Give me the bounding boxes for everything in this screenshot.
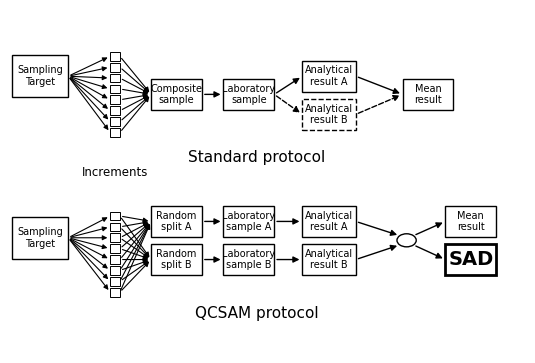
Text: Sampling
Target: Sampling Target — [17, 65, 63, 87]
Bar — [110, 106, 120, 115]
Bar — [110, 95, 120, 104]
Text: Sampling
Target: Sampling Target — [17, 227, 63, 249]
Bar — [110, 277, 120, 286]
Text: Analytical
result B: Analytical result B — [305, 249, 353, 270]
Text: Analytical
result A: Analytical result A — [305, 211, 353, 232]
FancyBboxPatch shape — [151, 244, 202, 275]
FancyBboxPatch shape — [302, 244, 356, 275]
Text: Laboratory
sample A: Laboratory sample A — [222, 211, 276, 232]
Bar — [110, 223, 120, 231]
Bar — [110, 244, 120, 253]
Bar — [110, 255, 120, 264]
Text: Random
split B: Random split B — [156, 249, 197, 270]
FancyBboxPatch shape — [445, 206, 496, 237]
Bar — [110, 266, 120, 275]
Text: Mean
result: Mean result — [457, 211, 485, 232]
FancyBboxPatch shape — [445, 244, 496, 275]
Text: Laboratory
sample B: Laboratory sample B — [222, 249, 276, 270]
Bar — [110, 85, 120, 93]
FancyBboxPatch shape — [151, 79, 202, 110]
FancyBboxPatch shape — [302, 206, 356, 237]
Text: Increments: Increments — [82, 166, 148, 179]
FancyBboxPatch shape — [151, 206, 202, 237]
FancyBboxPatch shape — [302, 99, 356, 130]
FancyBboxPatch shape — [224, 244, 274, 275]
Bar — [110, 288, 120, 297]
FancyBboxPatch shape — [12, 217, 68, 258]
Text: Analytical
result B: Analytical result B — [305, 103, 353, 125]
FancyBboxPatch shape — [302, 61, 356, 91]
Text: Mean
result: Mean result — [414, 83, 442, 105]
Bar — [110, 63, 120, 72]
Text: QCSAM protocol: QCSAM protocol — [195, 306, 319, 322]
Bar — [110, 52, 120, 61]
FancyBboxPatch shape — [224, 206, 274, 237]
Text: Standard protocol: Standard protocol — [188, 150, 325, 166]
FancyBboxPatch shape — [403, 79, 454, 110]
Text: Analytical
result A: Analytical result A — [305, 65, 353, 87]
Bar — [110, 233, 120, 242]
Bar — [110, 117, 120, 126]
Text: SAD: SAD — [448, 250, 493, 269]
FancyBboxPatch shape — [12, 55, 68, 97]
Bar — [110, 128, 120, 137]
FancyBboxPatch shape — [224, 79, 274, 110]
Bar — [110, 212, 120, 220]
Text: Laboratory
sample: Laboratory sample — [222, 83, 276, 105]
Text: Random
split A: Random split A — [156, 211, 197, 232]
Bar — [110, 74, 120, 82]
Text: Composite
sample: Composite sample — [150, 83, 203, 105]
